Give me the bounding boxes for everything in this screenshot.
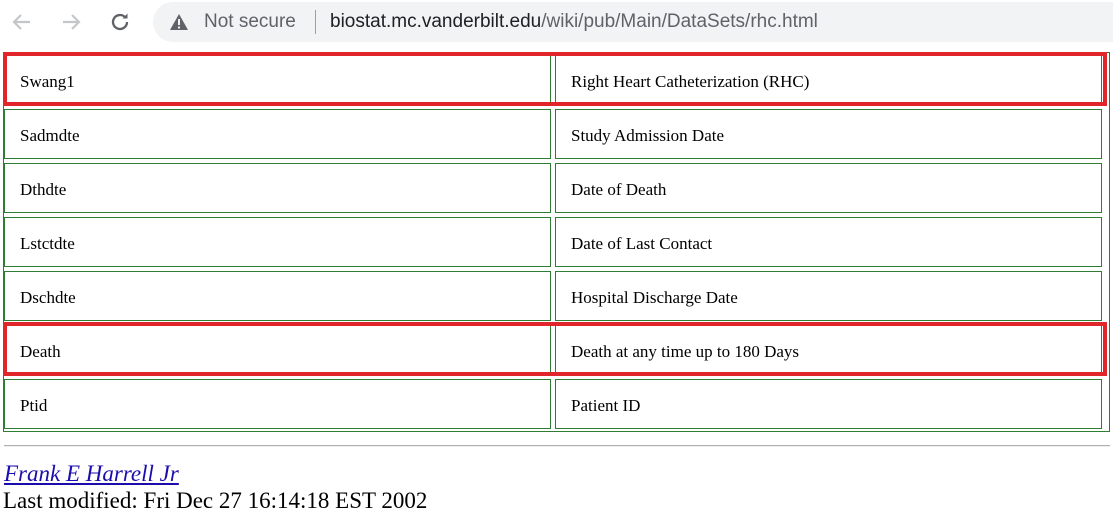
table-cell-description: Date of Last Contact	[555, 217, 1102, 267]
table-cell-name: Swang1	[4, 55, 551, 105]
url-divider	[315, 10, 316, 34]
security-status-label[interactable]: Not secure	[204, 11, 296, 32]
horizontal-rule	[4, 445, 1110, 447]
variable-description: Hospital Discharge Date	[571, 288, 738, 307]
variable-description: Death at any time up to 180 Days	[571, 342, 800, 361]
table-cell-description: Study Admission Date	[555, 109, 1102, 159]
warning-triangle-icon	[170, 14, 188, 30]
variable-description: Study Admission Date	[571, 126, 725, 145]
address-bar[interactable]: Not secure biostat.mc.vanderbilt.edu/wik…	[153, 2, 1113, 42]
variable-description: Patient ID	[571, 396, 641, 415]
url-text[interactable]: biostat.mc.vanderbilt.edu/wiki/pub/Main/…	[330, 11, 818, 33]
table-cell-name: Sadmdte	[4, 109, 551, 159]
table-cell-description: Right Heart Catheterization (RHC)	[555, 55, 1102, 105]
table-cell-name: Ptid	[4, 379, 551, 429]
table-cell-description: Death at any time up to 180 Days	[555, 325, 1102, 375]
reload-icon	[111, 13, 129, 31]
variable-name: Dthdte	[20, 180, 67, 199]
variable-name: Sadmdte	[20, 126, 80, 145]
table-cell-name: Lstctdte	[4, 217, 551, 267]
last-modified-text: Last modified: Fri Dec 27 16:14:18 EST 2…	[3, 488, 428, 513]
back-arrow-icon	[12, 14, 30, 30]
variable-name: Lstctdte	[20, 234, 75, 253]
reload-button[interactable]	[107, 9, 133, 35]
variable-description: Right Heart Catheterization (RHC)	[571, 72, 810, 91]
variable-description: Date of Last Contact	[571, 234, 713, 253]
table-cell-description: Hospital Discharge Date	[555, 271, 1102, 321]
table-cell-name: Dthdte	[4, 163, 551, 213]
variable-description: Date of Death	[571, 180, 667, 199]
table-cell-name: Death	[4, 325, 551, 375]
variable-name: Dschdte	[20, 288, 76, 307]
table-cell-description: Date of Death	[555, 163, 1102, 213]
table-cell-description: Patient ID	[555, 379, 1102, 429]
table-cell-name: Dschdte	[4, 271, 551, 321]
browser-toolbar: Not secure biostat.mc.vanderbilt.edu/wik…	[0, 0, 1113, 44]
back-button[interactable]	[9, 9, 35, 35]
url-host: biostat.mc.vanderbilt.edu	[330, 11, 542, 32]
variable-name: Death	[20, 342, 61, 361]
variable-name: Swang1	[20, 72, 75, 91]
author-link[interactable]: Frank E Harrell Jr	[4, 461, 179, 486]
forward-button[interactable]	[58, 9, 84, 35]
variable-name: Ptid	[20, 396, 48, 415]
url-path: /wiki/pub/Main/DataSets/rhc.html	[541, 11, 818, 32]
forward-arrow-icon	[63, 14, 81, 30]
